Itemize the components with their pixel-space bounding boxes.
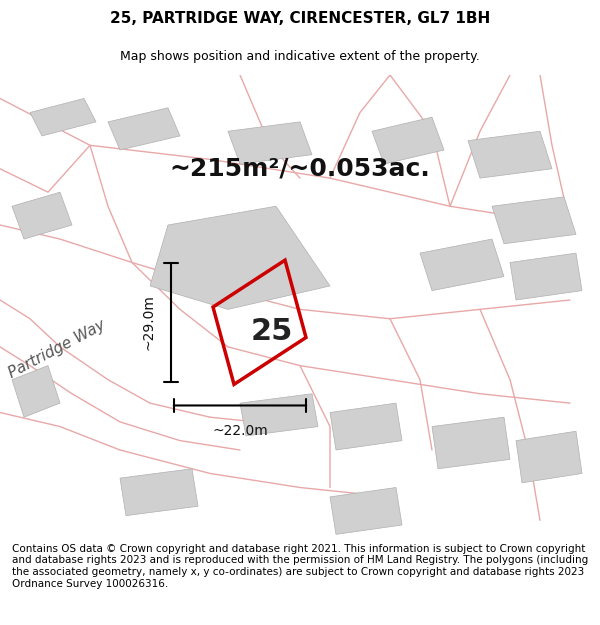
Polygon shape: [120, 469, 198, 516]
Polygon shape: [12, 366, 60, 418]
Text: 25: 25: [250, 317, 293, 346]
Polygon shape: [492, 197, 576, 244]
Polygon shape: [330, 403, 402, 450]
Text: ~29.0m: ~29.0m: [142, 294, 156, 350]
Polygon shape: [330, 488, 402, 534]
Text: Partridge Way: Partridge Way: [6, 318, 108, 381]
Text: 25, PARTRIDGE WAY, CIRENCESTER, GL7 1BH: 25, PARTRIDGE WAY, CIRENCESTER, GL7 1BH: [110, 11, 490, 26]
Polygon shape: [516, 431, 582, 482]
Polygon shape: [228, 122, 312, 164]
Polygon shape: [468, 131, 552, 178]
Polygon shape: [150, 206, 330, 309]
Polygon shape: [30, 98, 96, 136]
Text: Contains OS data © Crown copyright and database right 2021. This information is : Contains OS data © Crown copyright and d…: [12, 544, 588, 589]
Polygon shape: [510, 253, 582, 300]
Polygon shape: [108, 107, 180, 150]
Polygon shape: [432, 418, 510, 469]
Text: ~215m²/~0.053ac.: ~215m²/~0.053ac.: [170, 157, 430, 181]
Text: Map shows position and indicative extent of the property.: Map shows position and indicative extent…: [120, 50, 480, 62]
Text: ~22.0m: ~22.0m: [212, 424, 268, 438]
Polygon shape: [420, 239, 504, 291]
Polygon shape: [12, 192, 72, 239]
Polygon shape: [372, 118, 444, 164]
Polygon shape: [240, 394, 318, 436]
